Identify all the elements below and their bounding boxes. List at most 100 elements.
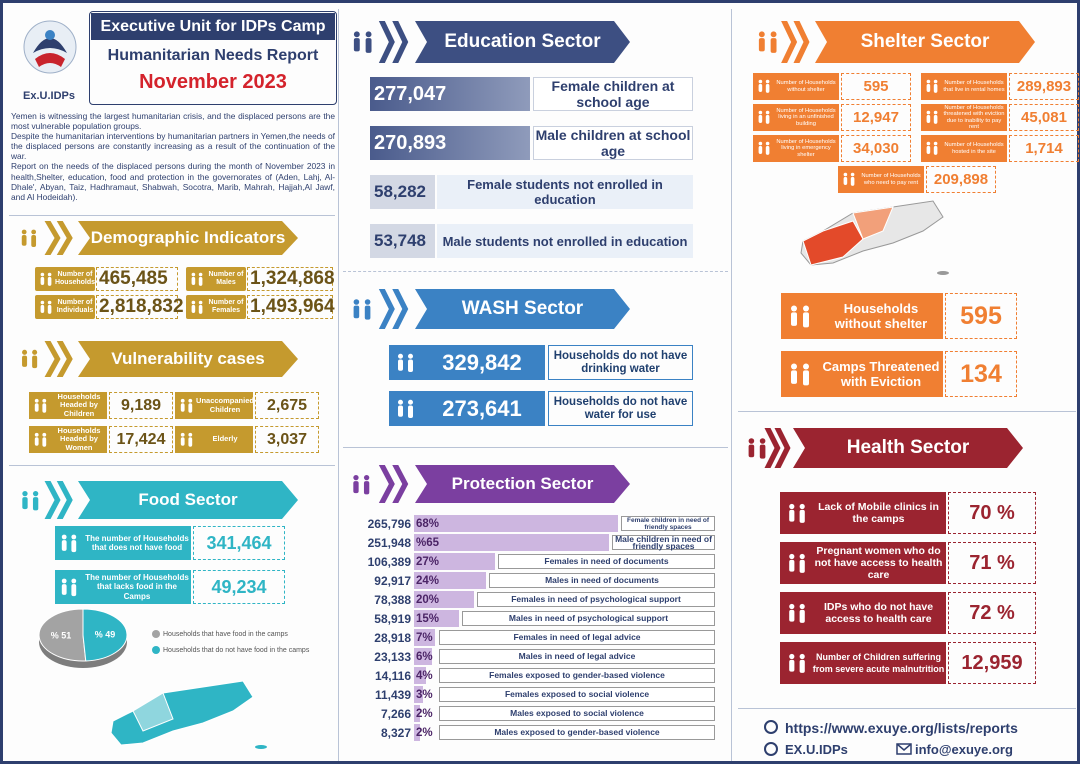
icon xyxy=(843,172,855,186)
item-label: Female children at school age xyxy=(533,77,693,111)
icon-part xyxy=(32,355,38,369)
icon-part xyxy=(71,540,77,553)
icon-part xyxy=(22,350,28,356)
icon-part xyxy=(758,31,765,38)
icon-part xyxy=(799,653,805,660)
item-label: Females in need of psychological support xyxy=(477,592,715,607)
icon-part xyxy=(34,437,39,446)
icon-part xyxy=(926,83,931,92)
icon-part xyxy=(789,503,795,510)
item-value: 3,037 xyxy=(255,426,319,453)
item-value: 2,818,832 xyxy=(96,295,184,319)
item-value-box xyxy=(389,391,545,426)
icon-part xyxy=(34,403,39,412)
icon-part xyxy=(770,38,777,54)
item-label: The number of Households that does not h… xyxy=(85,533,189,553)
icon xyxy=(34,432,47,447)
icon xyxy=(61,534,77,553)
icon-part xyxy=(926,141,931,146)
mail-icon-part xyxy=(896,743,912,755)
icon-part xyxy=(933,110,938,115)
icon-part xyxy=(21,229,27,235)
icon xyxy=(758,110,770,124)
bar xyxy=(414,515,618,532)
item-value: 1,324,868 xyxy=(247,267,335,291)
icon-part xyxy=(198,272,203,277)
icon-part xyxy=(398,405,403,417)
icon-part xyxy=(364,299,371,305)
icon-part xyxy=(789,609,795,622)
icon-part xyxy=(191,276,196,285)
icon-part xyxy=(47,272,52,277)
item-label: Number of Children suffering from severe… xyxy=(812,652,945,674)
legend-label: Households that do not have food in the … xyxy=(163,646,310,654)
icon xyxy=(191,300,203,314)
icon-part xyxy=(799,603,805,610)
icon xyxy=(789,553,805,573)
icon-part xyxy=(365,31,372,38)
chevron xyxy=(392,289,409,329)
icon-part xyxy=(765,141,770,146)
icon-part xyxy=(22,496,28,509)
icon-part xyxy=(799,659,805,673)
chevron xyxy=(781,21,798,63)
header-date: November 2023 xyxy=(139,70,287,93)
icon-part xyxy=(31,229,37,235)
item-label: Households do not have water for use xyxy=(548,391,693,426)
icon-part xyxy=(61,584,67,595)
legend-label: Households that have food in the camps xyxy=(163,630,288,638)
intro-paragraph: Yemen is witnessing the largest humanita… xyxy=(11,111,335,132)
icon xyxy=(191,272,203,286)
chevron xyxy=(56,221,73,255)
chevron xyxy=(44,341,61,377)
icon xyxy=(791,363,809,386)
icon-part xyxy=(759,438,766,444)
item-value: 58,282 xyxy=(370,175,435,209)
item-value: 49,234 xyxy=(193,570,285,604)
header-title: Executive Unit for IDPs Camp xyxy=(91,13,335,40)
divider xyxy=(338,9,339,761)
item-label: Number of Females xyxy=(208,299,244,314)
item-label: Males exposed to gender-based violence xyxy=(439,725,715,740)
icon-part xyxy=(198,304,203,314)
header-box xyxy=(89,11,337,105)
bar-label: %65 xyxy=(416,536,440,549)
icon-part xyxy=(40,300,45,305)
logo xyxy=(23,20,77,74)
icon xyxy=(789,603,805,623)
icon-part xyxy=(180,403,185,412)
section-icon xyxy=(44,481,73,519)
section-icon xyxy=(378,21,409,63)
item-value: 106,389 xyxy=(367,554,411,569)
item-label: Number of Households threatened with evi… xyxy=(943,104,1005,131)
icon xyxy=(22,490,39,511)
divider xyxy=(9,465,335,466)
item-label-box xyxy=(186,295,246,319)
icon xyxy=(926,79,938,93)
item-label: Males in need of psychological support xyxy=(462,611,715,626)
icon-part xyxy=(850,172,855,177)
bar xyxy=(414,724,420,741)
mail-icon-part xyxy=(896,743,912,751)
icon-part xyxy=(765,83,770,93)
icon xyxy=(22,350,38,369)
item-label-box xyxy=(55,570,191,604)
icon-part xyxy=(765,145,770,155)
icon-part xyxy=(198,300,203,305)
item-value: 270,893 xyxy=(370,126,530,160)
icon-part xyxy=(191,304,196,313)
item-value: 1,493,964 xyxy=(247,295,335,319)
item-value: 23,133 xyxy=(374,649,411,664)
icon xyxy=(791,305,809,328)
item-label: Number of Households living in an unfini… xyxy=(776,107,836,127)
icon-part xyxy=(363,474,370,480)
icon-part xyxy=(180,398,185,403)
bar-label: 24% xyxy=(416,574,440,587)
intro: Yemen is witnessing the largest humanita… xyxy=(11,111,335,202)
section-icon xyxy=(764,428,791,468)
icon xyxy=(40,272,52,286)
icon xyxy=(758,79,770,93)
item-label-box xyxy=(29,426,107,453)
icon-part xyxy=(799,559,805,573)
